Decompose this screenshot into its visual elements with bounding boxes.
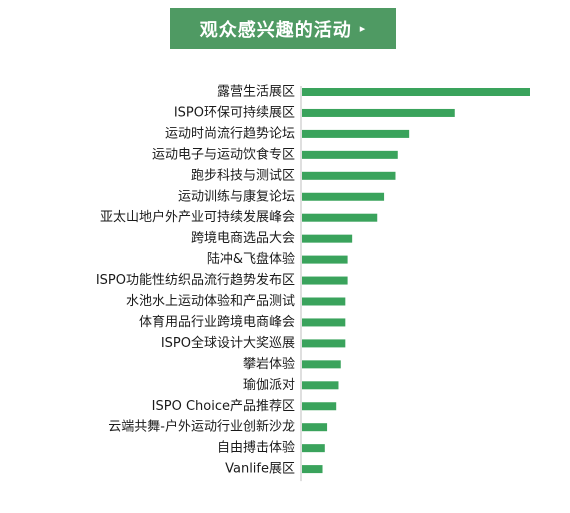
bar-2 xyxy=(302,108,455,117)
category-label-17: 云端共舞-户外运动行业创新沙龙 xyxy=(108,419,295,435)
bar-10 xyxy=(302,276,348,285)
category-label-18: 自由搏击体验 xyxy=(217,440,295,456)
category-label-19: Vanlife展区 xyxy=(225,462,295,477)
bar-4 xyxy=(302,150,398,159)
category-label-11: 水池水上运动体验和产品测试 xyxy=(126,293,295,309)
bar-1 xyxy=(302,88,530,96)
category-label-10: ISPO功能性纺织品流行趋势发布区 xyxy=(96,272,295,288)
category-label-3: 运动时尚流行趋势论坛 xyxy=(165,125,295,141)
category-label-7: 亚太山地户外产业可持续发展峰会 xyxy=(100,209,295,225)
bar-6 xyxy=(302,192,385,201)
bar-17 xyxy=(302,423,328,432)
category-label-15: 瑜伽派对 xyxy=(243,378,295,393)
bar-9 xyxy=(302,255,348,264)
category-label-9: 陆冲&飞盘体验 xyxy=(207,251,295,267)
bar-18 xyxy=(302,444,325,453)
bar-7 xyxy=(302,213,378,222)
chart-title: 观众感兴趣的活动 xyxy=(199,19,352,41)
category-label-16: ISPO Choice产品推荐区 xyxy=(152,399,295,414)
category-label-4: 运动电子与运动饮食专区 xyxy=(152,146,295,162)
bar-12 xyxy=(302,318,346,327)
triangle-right-icon: ▸ xyxy=(359,22,367,35)
category-label-1: 露营生活展区 xyxy=(217,85,295,100)
bar-8 xyxy=(302,234,353,243)
bar-19 xyxy=(302,465,323,474)
category-label-12: 体育用品行业跨境电商峰会 xyxy=(139,314,295,330)
category-label-8: 跨境电商选品大会 xyxy=(191,231,295,246)
category-label-2: ISPO环保可持续展区 xyxy=(174,105,295,120)
category-label-5: 跑步科技与测试区 xyxy=(191,168,295,183)
bar-16 xyxy=(302,402,337,411)
category-label-group: 露营生活展区 ISPO环保可持续展区运动时尚流行趋势论坛运动电子与运动饮食专区跑步… xyxy=(96,85,295,477)
chart-title-banner: 观众感兴趣的活动 ▸ xyxy=(170,8,396,49)
category-label-13: ISPO全球设计大奖巡展 xyxy=(161,335,295,351)
bar-11 xyxy=(302,297,346,306)
category-label-14: 攀岩体验 xyxy=(243,356,295,372)
bar-5 xyxy=(302,171,396,180)
bar-14 xyxy=(302,360,341,369)
bar-3 xyxy=(302,129,410,138)
category-label-6: 运动训练与康复论坛 xyxy=(178,188,295,204)
bar-13 xyxy=(302,339,346,348)
bar-15 xyxy=(302,381,339,390)
bar-group xyxy=(302,88,530,474)
